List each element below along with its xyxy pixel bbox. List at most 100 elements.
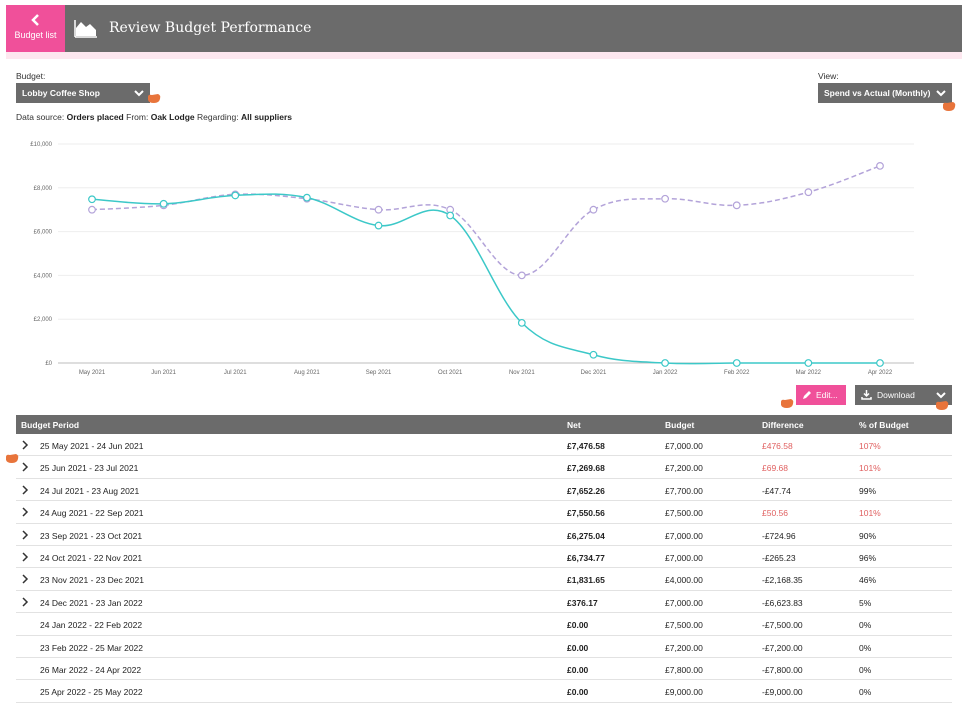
chevron-right-icon[interactable] [21, 485, 29, 495]
chevron-right-icon[interactable] [21, 574, 29, 584]
cell-period: 25 May 2021 - 24 Jun 2021 [40, 441, 144, 451]
data-point [88, 195, 96, 204]
cell-difference: -£47.74 [762, 485, 791, 496]
chevron-right-icon[interactable] [21, 440, 29, 450]
header-underline [6, 52, 962, 59]
cell-pct-of-budget: 0% [859, 620, 872, 631]
budget-select[interactable]: Lobby Coffee Shop [16, 83, 150, 103]
data-point [661, 359, 669, 367]
chevron-right-icon[interactable] [21, 530, 29, 540]
table-row[interactable]: 25 May 2021 - 24 Jun 2021 £7,476.58 £7,000… [16, 434, 952, 457]
chevron-down-icon[interactable] [936, 390, 946, 400]
edit-button[interactable]: Edit... [796, 385, 846, 405]
cell-difference: £476.58 [762, 441, 793, 451]
cell-budget: £7,200.00 [665, 642, 703, 653]
download-icon [861, 390, 872, 400]
x-tick-label: May 2021 [79, 370, 106, 376]
view-label: View: [818, 71, 839, 81]
data-point [876, 162, 884, 170]
cell-pct-of-budget: 0% [859, 642, 872, 653]
y-tick-label: £2,000 [34, 317, 53, 323]
hand-cursor-icon [148, 94, 161, 103]
area-chart-icon [74, 20, 97, 38]
chevron-down-icon [936, 90, 946, 97]
cell-period: 24 Jul 2021 - 23 Aug 2021 [40, 485, 140, 496]
cell-net: £0.00 [567, 687, 589, 698]
cell-difference: -£6,623.83 [762, 597, 803, 608]
data-point [231, 191, 240, 200]
chevron-right-icon[interactable] [21, 507, 29, 517]
data-point [303, 193, 311, 202]
chevron-down-icon [134, 90, 144, 97]
data-point [374, 221, 383, 230]
cell-difference: £50.56 [762, 508, 788, 519]
cell-budget: £4,000.00 [665, 575, 703, 586]
cell-difference: -£2,168.35 [762, 575, 803, 586]
x-tick-label: Mar 2022 [796, 370, 822, 376]
cell-budget: £7,700.00 [665, 485, 703, 496]
top-bar: Budget list Review Budget Performance [6, 5, 962, 52]
y-tick-label: £0 [45, 361, 52, 367]
header-pct-of-budget: % of Budget [859, 420, 909, 430]
table-header: Budget Period Net Budget Difference % of… [16, 415, 952, 434]
cell-net: £7,476.58 [567, 441, 605, 451]
back-to-budget-list-button[interactable]: Budget list [6, 5, 65, 52]
cell-pct-of-budget: 107% [859, 441, 881, 451]
table-row[interactable]: 23 Sep 2021 - 23 Oct 2021 £6,275.04 £7,000… [16, 524, 952, 546]
table-row: 23 Feb 2022 - 25 Mar 2022 £0.00 £7,200.00 -… [16, 636, 952, 658]
data-point [374, 205, 383, 214]
table-row[interactable]: 23 Nov 2021 - 23 Dec 2021 £1,831.65 £4,000… [16, 568, 952, 591]
cell-difference: £69.68 [762, 463, 788, 474]
chevron-left-icon [30, 14, 39, 26]
table-row[interactable]: 24 Jul 2021 - 23 Aug 2021 £7,652.26 £7,700… [16, 479, 952, 502]
hand-cursor-icon [943, 102, 956, 111]
table-row[interactable]: 25 Jun 2021 - 23 Jul 2021 £7,269.68 £7,200… [16, 456, 952, 479]
x-tick-label: Apr 2022 [868, 370, 893, 376]
cell-period: 24 Dec 2021 - 23 Jan 2022 [40, 597, 143, 608]
chevron-right-icon[interactable] [21, 552, 29, 562]
cell-net: £0.00 [567, 664, 589, 675]
data-point [589, 205, 598, 214]
data-point [446, 211, 455, 220]
cell-period: 24 Aug 2021 - 22 Sep 2021 [40, 508, 144, 519]
table-row[interactable]: 24 Dec 2021 - 23 Jan 2022 £376.17 £7,000.0… [16, 591, 952, 614]
chevron-right-icon[interactable] [21, 597, 29, 607]
data-point [732, 359, 741, 367]
y-tick-label: £8,000 [34, 186, 53, 192]
cell-net: £6,734.77 [567, 552, 605, 563]
cell-net: £0.00 [567, 642, 589, 653]
data-point [88, 205, 96, 214]
chevron-right-icon[interactable] [21, 462, 29, 472]
budget-performance-chart: £0 £2,000 £4,000 £6,000 £8,000 £10,000 May 202… [30, 142, 914, 376]
budget-period-table: Budget Period Net Budget Difference % of… [16, 415, 952, 703]
table-row: 26 Mar 2022 - 24 Apr 2022 £0.00 £7,800.00 -… [16, 658, 952, 681]
budget-select-value: Lobby Coffee Shop [22, 88, 100, 98]
data-point [517, 271, 526, 280]
data-point [517, 318, 526, 327]
x-tick-label: Nov 2021 [509, 370, 535, 376]
table-row[interactable]: 24 Oct 2021 - 22 Nov 2021 £6,734.77 £7,000… [16, 546, 952, 569]
cell-budget: £7,000.00 [665, 552, 703, 563]
regarding-value: All suppliers [240, 112, 292, 122]
cell-pct-of-budget: 90% [859, 530, 877, 541]
cell-period: 23 Feb 2022 - 25 Mar 2022 [40, 642, 144, 653]
table-row[interactable]: 24 Aug 2021 - 22 Sep 2021 £7,550.56 £7,500… [16, 501, 952, 524]
y-tick-label: £4,000 [34, 273, 53, 279]
data-point [876, 359, 884, 367]
cell-period: 24 Jan 2022 - 22 Feb 2022 [40, 620, 143, 631]
hand-cursor-icon [781, 399, 794, 408]
header-net: Net [567, 420, 581, 430]
cell-difference: -£7,800.00 [762, 664, 803, 675]
pencil-icon [803, 391, 811, 399]
header-budget-period: Budget Period [21, 420, 80, 430]
view-select[interactable]: Spend vs Actual (Monthly) [818, 83, 952, 103]
cell-period: 26 Mar 2022 - 24 Apr 2022 [40, 664, 142, 675]
download-button[interactable]: Download [855, 385, 952, 405]
cell-difference: -£9,000.00 [762, 687, 803, 698]
x-tick-label: Oct 2021 [438, 370, 463, 376]
data-source-line: Data source: Orders placed From: Oak Lod… [16, 112, 292, 122]
series-line [91, 165, 881, 277]
cell-difference: -£7,200.00 [762, 642, 803, 653]
x-tick-label: Jul 2021 [224, 370, 247, 376]
table-row: 25 Apr 2022 - 25 May 2022 £0.00 £9,000.00 -… [16, 680, 952, 703]
